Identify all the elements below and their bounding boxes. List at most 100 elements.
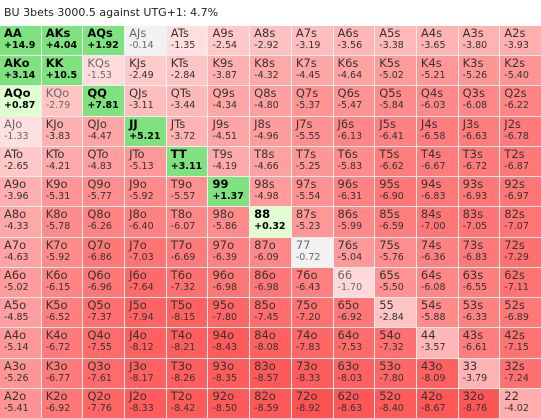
hand-cell-84s[interactable]: 84s -7.00 [416, 207, 458, 237]
hand-cell-66[interactable]: 66 -1.70 [333, 267, 375, 298]
hand-cell-85s[interactable]: 85s -6.59 [375, 207, 416, 237]
hand-cell-77[interactable]: 77 -0.72 [291, 237, 333, 267]
hand-cell-k7o[interactable]: K7o -5.92 [41, 237, 83, 267]
hand-cell-42o[interactable]: 42o -8.67 [416, 388, 458, 418]
hand-cell-t6o[interactable]: T6o -7.32 [166, 267, 208, 298]
hand-cell-k6s[interactable]: K6s -4.64 [333, 56, 375, 86]
hand-cell-kjo[interactable]: KJo -3.83 [41, 116, 83, 146]
hand-cell-88[interactable]: 88 +0.32 [250, 207, 291, 237]
hand-cell-97s[interactable]: 97s -5.54 [291, 177, 333, 207]
hand-cell-32s[interactable]: 32s -7.24 [500, 358, 541, 388]
hand-cell-q9s[interactable]: Q9s -4.34 [208, 86, 250, 116]
hand-cell-aqs[interactable]: AQs +1.92 [83, 26, 125, 56]
hand-cell-j5s[interactable]: J5s -6.41 [375, 116, 416, 146]
hand-cell-74o[interactable]: 74o -7.83 [291, 328, 333, 358]
hand-cell-ako[interactable]: AKo +3.14 [0, 56, 41, 86]
hand-cell-92o[interactable]: 92o -8.50 [208, 388, 250, 418]
hand-cell-98o[interactable]: 98o -5.86 [208, 207, 250, 237]
hand-cell-k4s[interactable]: K4s -5.21 [416, 56, 458, 86]
hand-cell-75s[interactable]: 75s -5.76 [375, 237, 416, 267]
hand-cell-t2o[interactable]: T2o -8.42 [166, 388, 208, 418]
hand-cell-j8s[interactable]: J8s -4.96 [250, 116, 291, 146]
hand-cell-85o[interactable]: 85o -7.45 [250, 298, 291, 328]
hand-cell-53o[interactable]: 53o -7.80 [375, 358, 416, 388]
hand-cell-k3s[interactable]: K3s -5.26 [458, 56, 500, 86]
hand-cell-qto[interactable]: QTo -4.83 [83, 146, 125, 177]
hand-cell-52o[interactable]: 52o -8.40 [375, 388, 416, 418]
hand-cell-j7o[interactable]: J7o -7.03 [125, 237, 166, 267]
hand-cell-97o[interactable]: 97o -6.39 [208, 237, 250, 267]
hand-cell-t3o[interactable]: T3o -8.26 [166, 358, 208, 388]
hand-cell-kjs[interactable]: KJs -2.49 [125, 56, 166, 86]
hand-cell-t6s[interactable]: T6s -5.83 [333, 146, 375, 177]
hand-cell-j4s[interactable]: J4s -6.58 [416, 116, 458, 146]
hand-cell-j3s[interactable]: J3s -6.63 [458, 116, 500, 146]
hand-cell-t7s[interactable]: T7s -5.25 [291, 146, 333, 177]
hand-cell-q8o[interactable]: Q8o -6.26 [83, 207, 125, 237]
hand-cell-32o[interactable]: 32o -8.76 [458, 388, 500, 418]
hand-cell-jj[interactable]: JJ +5.21 [125, 116, 166, 146]
hand-cell-a6s[interactable]: A6s -3.56 [333, 26, 375, 56]
hand-cell-65o[interactable]: 65o -6.92 [333, 298, 375, 328]
hand-cell-64o[interactable]: 64o -7.53 [333, 328, 375, 358]
hand-cell-k7s[interactable]: K7s -4.45 [291, 56, 333, 86]
hand-cell-q6o[interactable]: Q6o -6.96 [83, 267, 125, 298]
hand-cell-j7s[interactable]: J7s -5.55 [291, 116, 333, 146]
hand-cell-95o[interactable]: 95o -7.80 [208, 298, 250, 328]
hand-cell-a4s[interactable]: A4s -3.65 [416, 26, 458, 56]
hand-cell-q5o[interactable]: Q5o -7.37 [83, 298, 125, 328]
hand-cell-t5s[interactable]: T5s -6.62 [375, 146, 416, 177]
hand-cell-a3o[interactable]: A3o -5.26 [0, 358, 41, 388]
hand-cell-a7s[interactable]: A7s -3.19 [291, 26, 333, 56]
hand-cell-k6o[interactable]: K6o -6.15 [41, 267, 83, 298]
hand-cell-ajo[interactable]: AJo -1.33 [0, 116, 41, 146]
hand-cell-a5s[interactable]: A5s -3.38 [375, 26, 416, 56]
hand-cell-k9o[interactable]: K9o -5.31 [41, 177, 83, 207]
hand-cell-63o[interactable]: 63o -8.03 [333, 358, 375, 388]
hand-cell-a5o[interactable]: A5o -4.85 [0, 298, 41, 328]
hand-cell-87s[interactable]: 87s -5.23 [291, 207, 333, 237]
hand-cell-a9s[interactable]: A9s -2.54 [208, 26, 250, 56]
hand-cell-95s[interactable]: 95s -6.90 [375, 177, 416, 207]
hand-cell-54s[interactable]: 54s -5.88 [416, 298, 458, 328]
hand-cell-ats[interactable]: ATs -1.35 [166, 26, 208, 56]
hand-cell-j8o[interactable]: J8o -6.40 [125, 207, 166, 237]
hand-cell-43o[interactable]: 43o -8.09 [416, 358, 458, 388]
hand-cell-qjo[interactable]: QJo -4.47 [83, 116, 125, 146]
hand-cell-aqo[interactable]: AQo +0.87 [0, 86, 41, 116]
hand-cell-a9o[interactable]: A9o -3.96 [0, 177, 41, 207]
hand-cell-kto[interactable]: KTo -4.21 [41, 146, 83, 177]
hand-cell-tt[interactable]: TT +3.11 [166, 146, 208, 177]
hand-cell-33[interactable]: 33 -3.79 [458, 358, 500, 388]
hand-cell-j2s[interactable]: J2s -6.78 [500, 116, 541, 146]
hand-cell-qq[interactable]: QQ +7.81 [83, 86, 125, 116]
hand-cell-j6s[interactable]: J6s -6.13 [333, 116, 375, 146]
hand-cell-q7o[interactable]: Q7o -6.86 [83, 237, 125, 267]
hand-cell-93o[interactable]: 93o -8.35 [208, 358, 250, 388]
hand-cell-aa[interactable]: AA +14.9 [0, 26, 41, 56]
hand-cell-96o[interactable]: 96o -6.98 [208, 267, 250, 298]
hand-cell-k8o[interactable]: K8o -5.78 [41, 207, 83, 237]
hand-cell-76o[interactable]: 76o -6.43 [291, 267, 333, 298]
hand-cell-62s[interactable]: 62s -7.11 [500, 267, 541, 298]
hand-cell-94s[interactable]: 94s -6.83 [416, 177, 458, 207]
hand-cell-a8o[interactable]: A8o -4.33 [0, 207, 41, 237]
hand-cell-k4o[interactable]: K4o -6.72 [41, 328, 83, 358]
hand-cell-k2s[interactable]: K2s -5.40 [500, 56, 541, 86]
hand-cell-q9o[interactable]: Q9o -5.77 [83, 177, 125, 207]
hand-cell-k2o[interactable]: K2o -6.92 [41, 388, 83, 418]
hand-cell-q3s[interactable]: Q3s -6.08 [458, 86, 500, 116]
hand-cell-92s[interactable]: 92s -6.97 [500, 177, 541, 207]
hand-cell-k5s[interactable]: K5s -5.02 [375, 56, 416, 86]
hand-cell-j9o[interactable]: J9o -5.92 [125, 177, 166, 207]
hand-cell-53s[interactable]: 53s -6.33 [458, 298, 500, 328]
hand-cell-a2s[interactable]: A2s -3.93 [500, 26, 541, 56]
hand-cell-22[interactable]: 22 -4.02 [500, 388, 541, 418]
hand-cell-73o[interactable]: 73o -8.33 [291, 358, 333, 388]
hand-cell-a3s[interactable]: A3s -3.80 [458, 26, 500, 56]
hand-cell-k9s[interactable]: K9s -3.87 [208, 56, 250, 86]
hand-cell-93s[interactable]: 93s -6.93 [458, 177, 500, 207]
hand-cell-j2o[interactable]: J2o -8.33 [125, 388, 166, 418]
hand-cell-ato[interactable]: ATo -2.65 [0, 146, 41, 177]
hand-cell-jts[interactable]: JTs -3.72 [166, 116, 208, 146]
